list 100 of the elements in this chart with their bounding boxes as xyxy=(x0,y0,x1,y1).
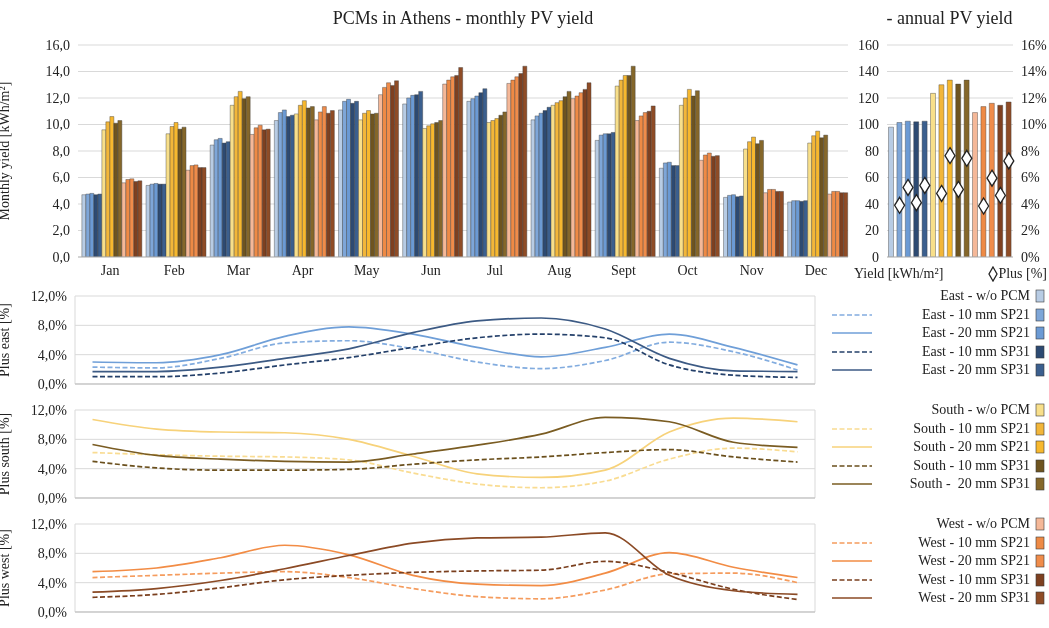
bar xyxy=(715,155,720,257)
bar xyxy=(89,193,95,257)
legend-label: West - 20 mm SP21 xyxy=(917,553,1031,570)
x-tick-label: Apr xyxy=(291,262,314,278)
bar xyxy=(426,125,431,257)
y-tick-label: 12,0% xyxy=(30,516,68,532)
y-tick-label: 60 xyxy=(865,170,879,186)
x-tick-label: Aug xyxy=(547,262,572,278)
y-tick-label: 120 xyxy=(858,90,879,106)
legend-label: South - 20 mm SP21 xyxy=(912,439,1031,456)
bar xyxy=(470,98,476,257)
bar xyxy=(707,152,712,257)
y2-tick-label: 2% xyxy=(1021,223,1040,239)
line-series xyxy=(91,317,799,373)
bar xyxy=(109,116,115,257)
y-tick-label: 4,0% xyxy=(37,347,68,363)
line-series xyxy=(91,339,799,371)
y2-tick-label: 12% xyxy=(1021,90,1047,106)
bar xyxy=(245,96,251,257)
bar xyxy=(129,178,135,257)
y-tick-label: 100 xyxy=(858,117,879,133)
bar xyxy=(642,112,648,257)
y-tick-label: 10,0 xyxy=(45,117,70,133)
y-tick-label: 0,0% xyxy=(37,376,68,392)
bar xyxy=(930,93,936,257)
bar xyxy=(342,101,347,257)
bar xyxy=(478,92,484,257)
legend-label: East - 10 mm SP31 xyxy=(920,343,1031,360)
bar xyxy=(265,128,271,257)
y-tick-label: 4,0% xyxy=(37,575,68,591)
bar xyxy=(831,191,836,257)
y2-tick-label: 0% xyxy=(1021,249,1040,265)
y-axis-title: Plus west [%] xyxy=(0,529,12,607)
bar xyxy=(133,181,139,257)
bar xyxy=(671,165,676,257)
bar xyxy=(181,126,187,257)
y-tick-label: 0,0% xyxy=(37,604,68,620)
x-tick-label: May xyxy=(353,262,380,278)
y-tick-label: 2,0 xyxy=(52,223,70,239)
bar xyxy=(466,101,472,257)
bar xyxy=(723,197,728,257)
y-tick-label: 20 xyxy=(865,223,879,239)
y2-tick-label: 8% xyxy=(1021,143,1040,159)
bar xyxy=(93,194,99,257)
bar xyxy=(474,95,480,257)
y-axis-title: Monthly yield [kWh/m²] xyxy=(0,81,12,221)
bar xyxy=(980,106,987,257)
x-tick-label: Sept xyxy=(610,262,636,278)
bar xyxy=(711,156,716,257)
y-tick-label: 140 xyxy=(858,64,879,80)
y-axis-title: Plus east [%] xyxy=(0,303,12,377)
bar xyxy=(997,105,1003,257)
y-tick-label: 80 xyxy=(865,143,879,159)
bar xyxy=(779,191,784,257)
bar xyxy=(630,66,636,257)
y-axis-title: Plus south [%] xyxy=(0,412,12,496)
line-series xyxy=(91,416,799,463)
bar xyxy=(815,130,820,257)
y-tick-label: 12,0 xyxy=(45,90,70,106)
bar xyxy=(586,82,592,257)
bar xyxy=(554,102,560,257)
bar xyxy=(310,106,315,257)
bar xyxy=(727,195,732,257)
point xyxy=(893,196,906,214)
bar xyxy=(149,183,155,257)
bar xyxy=(546,107,552,257)
bar xyxy=(418,91,423,257)
bar xyxy=(955,83,961,257)
y-tick-label: 40 xyxy=(865,196,879,212)
legend-label: East - 10 mm SP21 xyxy=(920,306,1031,323)
bar xyxy=(522,66,528,257)
bar xyxy=(574,95,580,257)
bar xyxy=(85,193,91,257)
line-series xyxy=(91,570,799,600)
bar xyxy=(257,124,263,257)
bar xyxy=(695,90,700,257)
bar xyxy=(638,115,644,257)
bar xyxy=(905,120,911,257)
legend-label: East - 20 mm SP31 xyxy=(920,362,1031,379)
bar xyxy=(843,192,848,257)
line-series xyxy=(91,560,799,601)
y-tick-label: 8,0% xyxy=(37,432,68,448)
y-tick-label: 0,0% xyxy=(37,490,68,506)
bar xyxy=(117,120,123,257)
bar xyxy=(622,75,628,257)
bar xyxy=(394,80,399,257)
bar xyxy=(370,113,375,257)
y2-tick-label: 6% xyxy=(1021,170,1040,186)
chart-title: - annual PV yield xyxy=(885,8,1014,29)
legend-label: South - w/o PCM xyxy=(930,402,1031,419)
bar xyxy=(759,140,764,257)
bar xyxy=(346,99,351,257)
bar xyxy=(482,88,488,257)
bar xyxy=(839,192,844,257)
bar xyxy=(430,123,435,257)
y-tick-label: 8,0% xyxy=(37,546,68,562)
bar xyxy=(458,67,463,257)
y2-tick-label: 14% xyxy=(1021,64,1047,80)
bar xyxy=(787,201,792,257)
bar xyxy=(153,183,159,257)
